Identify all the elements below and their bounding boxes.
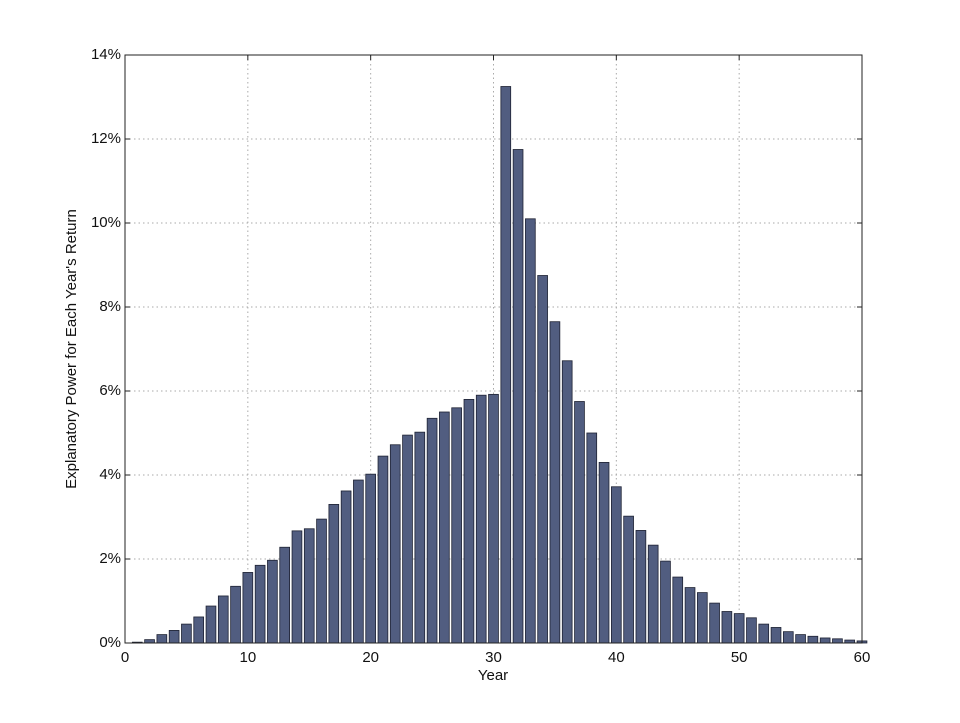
bar	[291, 530, 303, 644]
bar	[365, 473, 376, 644]
bar	[819, 637, 831, 644]
bar	[463, 398, 475, 644]
x-tick-label: 30	[485, 649, 502, 666]
bar	[807, 635, 819, 644]
bar	[709, 602, 720, 644]
x-tick-label: 60	[854, 649, 871, 666]
bar	[647, 544, 659, 644]
bar	[598, 461, 610, 644]
bar	[549, 321, 561, 644]
bar	[586, 432, 598, 644]
bar	[353, 479, 364, 644]
y-tick-label: 14%	[91, 46, 121, 63]
bar	[279, 546, 290, 644]
x-axis-label: Year	[478, 667, 508, 684]
x-tick-label: 50	[731, 649, 748, 666]
bar	[451, 407, 462, 644]
bar	[414, 431, 426, 644]
bar	[303, 528, 315, 644]
bar	[512, 149, 524, 644]
y-tick-label: 8%	[99, 298, 121, 315]
bar	[697, 592, 708, 644]
bar	[782, 631, 794, 644]
bar	[758, 623, 770, 644]
bar	[672, 576, 684, 644]
x-tick-label: 0	[121, 649, 129, 666]
bar	[488, 393, 499, 644]
y-tick-label: 6%	[99, 382, 121, 399]
bar	[181, 623, 192, 644]
bar	[242, 572, 254, 644]
bar	[205, 605, 217, 644]
bar	[193, 616, 205, 644]
bar	[168, 630, 180, 644]
bar	[316, 518, 327, 644]
bar	[439, 411, 450, 644]
bar	[144, 639, 155, 644]
bar	[525, 218, 536, 644]
bar	[684, 587, 696, 644]
bar	[389, 444, 401, 644]
bar	[611, 486, 622, 644]
bar	[795, 634, 806, 644]
bar	[475, 394, 487, 644]
bar	[402, 434, 413, 644]
bar	[500, 86, 512, 644]
x-tick-label: 10	[239, 649, 256, 666]
bar	[733, 613, 745, 644]
bar	[254, 564, 266, 644]
bar	[623, 515, 634, 644]
bar	[328, 503, 340, 644]
bar	[426, 417, 438, 644]
x-tick-label: 40	[608, 649, 625, 666]
bar	[377, 455, 389, 644]
bar	[574, 401, 585, 644]
bar	[770, 627, 782, 644]
bar	[660, 560, 671, 644]
y-tick-label: 12%	[91, 130, 121, 147]
y-tick-label: 0%	[99, 634, 121, 651]
bar	[230, 585, 241, 644]
bar	[267, 559, 278, 644]
y-tick-label: 2%	[99, 550, 121, 567]
bar	[156, 634, 168, 644]
bar	[217, 595, 229, 644]
bar	[721, 611, 733, 644]
bar	[561, 360, 573, 644]
bar	[340, 490, 352, 644]
bar	[832, 638, 843, 644]
y-tick-label: 10%	[91, 214, 121, 231]
plot-frame	[124, 54, 863, 644]
bar	[746, 617, 757, 644]
bar	[635, 530, 647, 644]
x-tick-label: 20	[362, 649, 379, 666]
y-tick-label: 4%	[99, 466, 121, 483]
y-axis-label: Explanatory Power for Each Year's Return	[63, 209, 80, 489]
bar	[537, 275, 548, 644]
